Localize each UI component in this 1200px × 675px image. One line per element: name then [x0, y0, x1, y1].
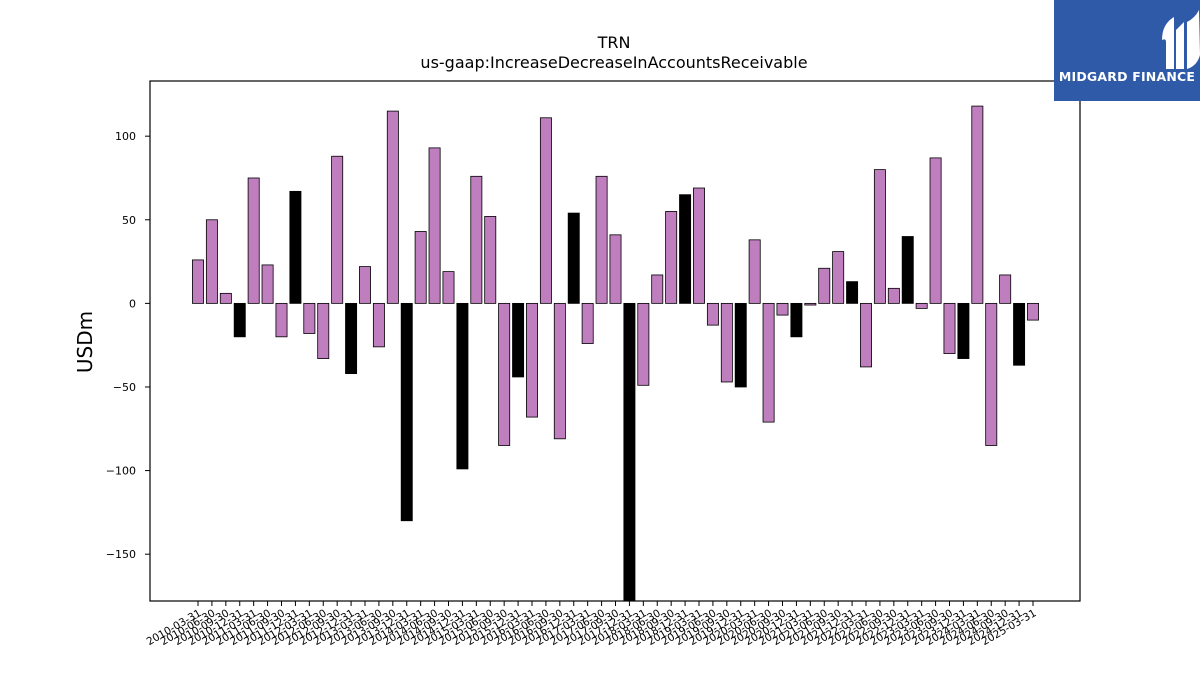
- bar-2024-06-30: [985, 302, 998, 446]
- bar-2015-06-30: [484, 216, 497, 304]
- bar-2010-09-30: [219, 292, 232, 304]
- bar-2019-06-30: [706, 302, 719, 326]
- y-tick-label: 50: [122, 214, 136, 227]
- bar-2015-03-31: [470, 175, 483, 304]
- x-axis-ticks: 2010-03-312010-06-302010-09-302010-12-31…: [145, 601, 1039, 648]
- bar-2021-09-30: [832, 251, 845, 304]
- bars: [192, 105, 1039, 602]
- bar-2010-12-31: [233, 302, 246, 338]
- chart-title: TRN: [597, 33, 631, 52]
- bar-2023-09-30: [943, 302, 956, 354]
- bar-2013-09-30: [386, 110, 399, 304]
- bar-2015-09-30: [498, 302, 511, 446]
- bar-2018-09-30: [665, 211, 678, 304]
- bar-2019-09-30: [720, 302, 733, 383]
- midgard-finance-logo: MIDGARD FINANCE: [1054, 0, 1200, 101]
- bar-2020-12-31: [790, 302, 803, 338]
- y-axis-label: USDm: [73, 311, 97, 373]
- bar-2014-03-31: [414, 231, 427, 304]
- bar-2023-06-30: [929, 157, 942, 304]
- bar-2013-12-31: [400, 302, 413, 522]
- bar-2022-03-31: [860, 302, 872, 368]
- bar-2020-09-30: [776, 302, 789, 316]
- bar-2019-12-31: [734, 302, 747, 388]
- bar-2021-06-30: [818, 267, 831, 304]
- midgard-logo-mark-icon: [1162, 10, 1200, 69]
- bar-2022-12-31: [901, 236, 914, 304]
- bar-2015-12-31: [512, 302, 525, 378]
- chart-subtitle: us-gaap:IncreaseDecreaseInAccountsReceiv…: [420, 53, 807, 72]
- bar-2017-06-30: [595, 175, 608, 304]
- y-axis-ticks: −150 −100 −50 0 50 100: [106, 130, 150, 561]
- bar-2014-12-31: [456, 302, 469, 470]
- plot-frame: [149, 80, 1081, 602]
- bar-2024-09-30: [999, 274, 1012, 304]
- bar-2024-03-31: [971, 105, 984, 304]
- bar-2016-06-30: [539, 117, 552, 304]
- y-tick-label: 0: [129, 297, 136, 310]
- bar-2017-09-30: [609, 234, 622, 304]
- bar-2018-06-30: [651, 274, 664, 304]
- bar-2013-06-30: [372, 302, 385, 348]
- bar-2010-06-30: [205, 219, 218, 304]
- bar-2014-09-30: [442, 271, 455, 304]
- bar-2017-12-31: [623, 302, 636, 602]
- bar-2011-09-30: [275, 302, 288, 338]
- bar-2012-12-31: [345, 302, 358, 375]
- y-tick-label: −50: [113, 381, 136, 394]
- bar-2012-09-30: [331, 155, 344, 304]
- bar-2010-03-31: [192, 259, 204, 304]
- bar-2021-03-31: [804, 302, 817, 306]
- y-tick-label: −100: [106, 465, 136, 478]
- bar-2016-09-30: [553, 302, 566, 440]
- bar-2017-03-31: [581, 302, 594, 344]
- bar-2019-03-31: [693, 187, 705, 304]
- bar-2012-03-31: [303, 302, 316, 334]
- bar-2024-12-31: [1013, 302, 1026, 366]
- bar-2014-06-30: [428, 147, 441, 304]
- bar-2022-06-30: [873, 169, 886, 304]
- bar-2025-03-31: [1027, 302, 1039, 321]
- bar-2023-03-31: [915, 302, 928, 309]
- bar-2011-06-30: [261, 264, 274, 304]
- bar-2020-06-30: [762, 302, 775, 423]
- bar-2011-03-31: [247, 177, 260, 304]
- bar-2021-12-31: [846, 281, 859, 304]
- y-tick-label: −150: [106, 548, 136, 561]
- bar-2016-03-31: [526, 302, 538, 418]
- bar-2018-12-31: [679, 194, 692, 304]
- bar-2016-12-31: [567, 212, 580, 304]
- bar-2022-09-30: [887, 287, 900, 304]
- bar-2020-03-31: [748, 239, 761, 304]
- bar-2013-03-31: [359, 266, 371, 304]
- bar-2023-12-31: [957, 302, 970, 359]
- logo-text: MIDGARD FINANCE: [1058, 69, 1196, 84]
- bar-2012-06-30: [317, 302, 330, 359]
- bar-2018-03-31: [637, 302, 650, 386]
- bar-2011-12-31: [289, 190, 302, 304]
- y-tick-label: 100: [115, 130, 136, 143]
